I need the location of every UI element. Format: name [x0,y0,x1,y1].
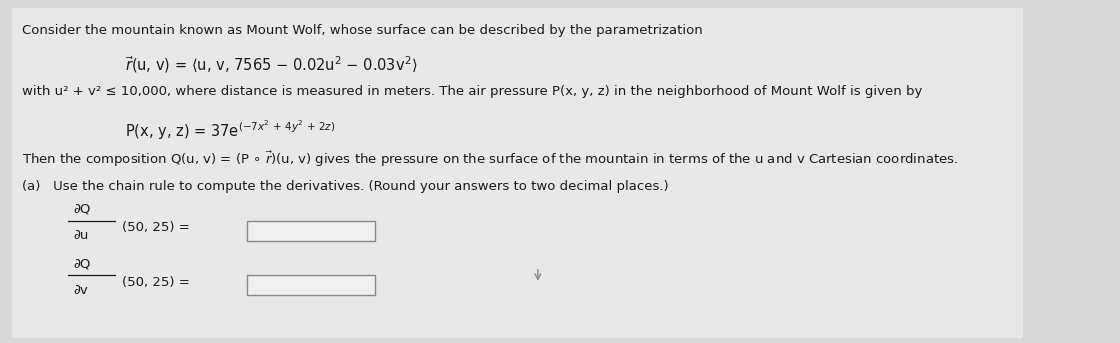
Text: (50, 25) =: (50, 25) = [122,221,190,234]
Text: with u² + v² ≤ 10,000, where distance is measured in meters. The air pressure P(: with u² + v² ≤ 10,000, where distance is… [22,85,923,98]
Text: ∂v: ∂v [74,284,88,297]
Text: $\vec{r}$(u, v) = $\langle$u, v, 7565 $-$ 0.02u$^2$ $-$ 0.03v$^2$$\rangle$: $\vec{r}$(u, v) = $\langle$u, v, 7565 $-… [125,54,418,75]
Text: Consider the mountain known as Mount Wolf, whose surface can be described by the: Consider the mountain known as Mount Wol… [22,24,702,36]
FancyBboxPatch shape [246,221,375,241]
Text: (a)   Use the chain rule to compute the derivatives. (Round your answers to two : (a) Use the chain rule to compute the de… [22,180,669,193]
FancyBboxPatch shape [11,8,1023,338]
Text: ∂Q: ∂Q [74,257,91,270]
Text: Then the composition Q(u, v) = (P $\circ$ $\vec{r}$)(u, v) gives the pressure on: Then the composition Q(u, v) = (P $\circ… [22,150,959,169]
Text: (50, 25) =: (50, 25) = [122,275,190,288]
Text: ∂u: ∂u [74,229,88,243]
Text: P(x, y, z) = 37e$^{(-7x^2\,+\,4y^2\,+\,2z)}$: P(x, y, z) = 37e$^{(-7x^2\,+\,4y^2\,+\,2… [125,119,336,142]
FancyBboxPatch shape [246,275,375,295]
Text: ∂Q: ∂Q [74,203,91,216]
